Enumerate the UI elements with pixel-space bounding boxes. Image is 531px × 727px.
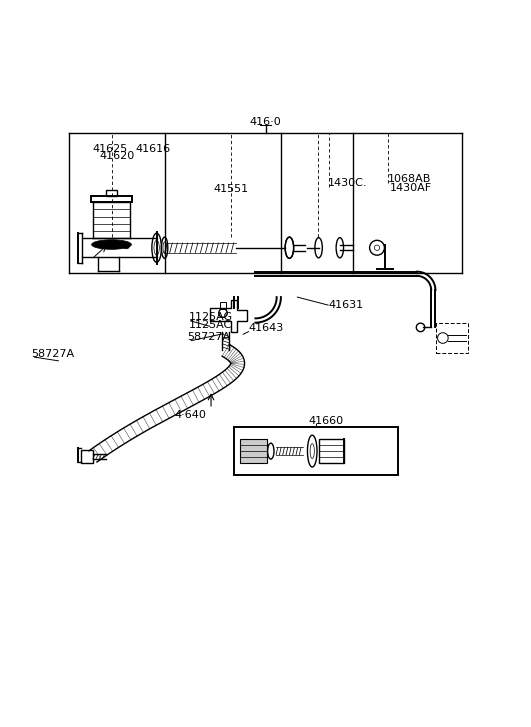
Text: 1125AG: 1125AG: [189, 312, 233, 322]
Text: 1430C․: 1430C․: [328, 178, 367, 188]
Bar: [319, 439, 344, 463]
Text: 41660: 41660: [308, 416, 343, 426]
Text: 41625: 41625: [93, 144, 128, 153]
Bar: [91, 196, 132, 202]
Text: 41551: 41551: [213, 184, 249, 193]
Bar: [436, 324, 468, 353]
Text: 41616: 41616: [135, 144, 170, 153]
Bar: [106, 190, 117, 196]
Text: 4·640: 4·640: [174, 410, 206, 420]
Bar: [234, 427, 398, 475]
Bar: [220, 302, 226, 309]
Bar: [240, 439, 267, 463]
Circle shape: [123, 242, 130, 249]
Bar: [81, 450, 93, 463]
Text: 41631: 41631: [328, 300, 363, 310]
Text: 41643: 41643: [249, 323, 284, 333]
Text: 416·0: 416·0: [250, 117, 281, 127]
Text: 58727A: 58727A: [31, 349, 74, 359]
Ellipse shape: [91, 240, 131, 249]
Text: 1125AC: 1125AC: [189, 319, 232, 329]
Text: 41620: 41620: [100, 150, 135, 161]
Text: 1068AB: 1068AB: [388, 174, 431, 184]
Text: 1430AF: 1430AF: [390, 182, 432, 193]
Text: 58727A: 58727A: [187, 332, 230, 342]
